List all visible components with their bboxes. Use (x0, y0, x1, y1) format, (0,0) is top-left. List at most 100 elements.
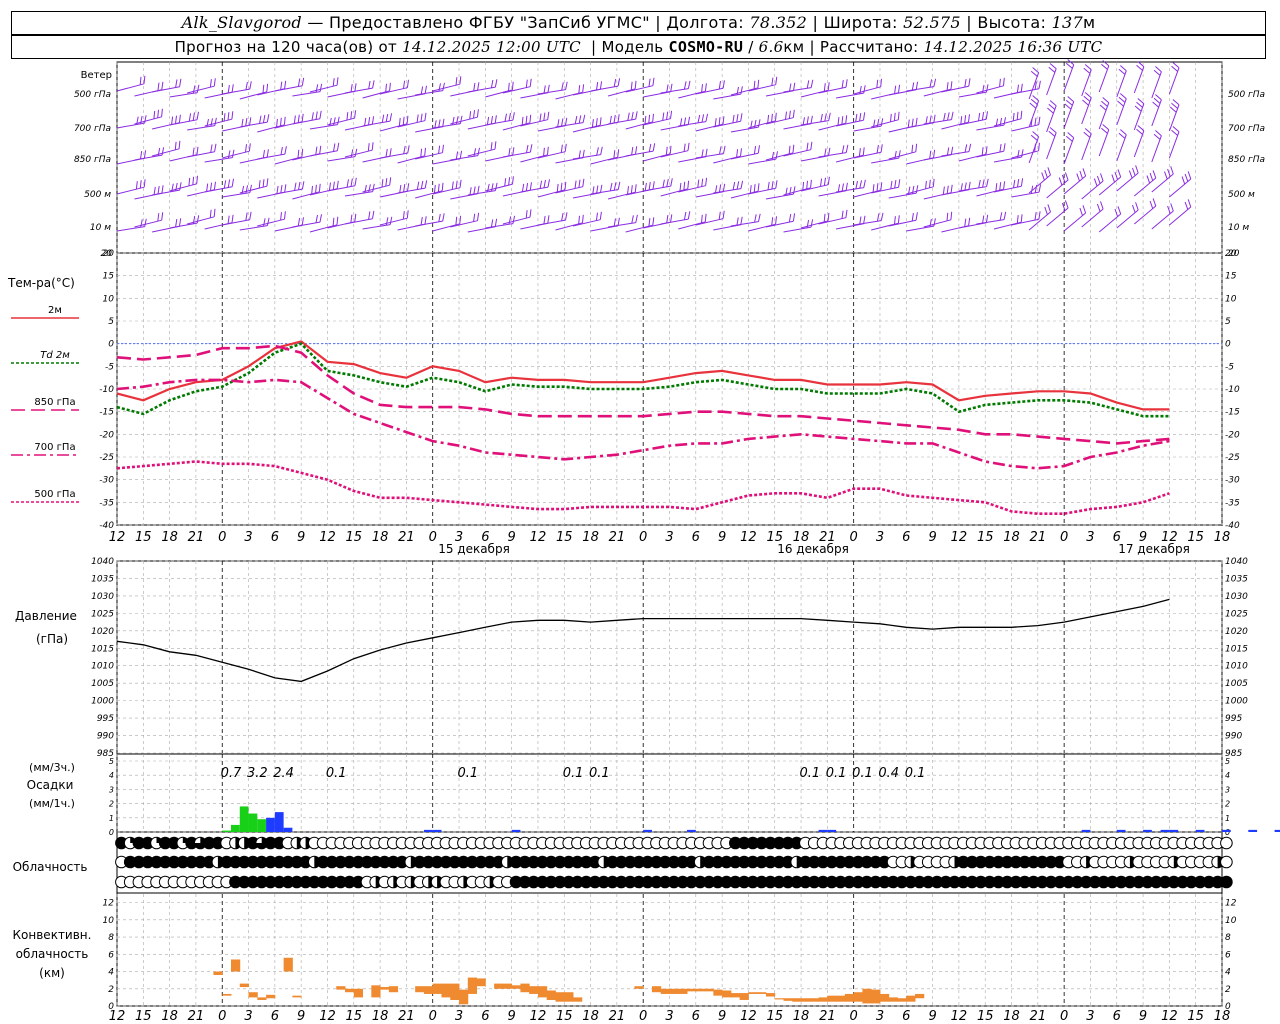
wind-barb (1133, 177, 1157, 197)
bottom-x-tick-label: 0 (639, 1009, 647, 1024)
wind-barb (274, 156, 303, 165)
wind-barb-feather (1099, 104, 1107, 111)
wind-barb-feather (438, 83, 441, 92)
pressure-tick-label-left: 1030 (91, 592, 114, 602)
wind-barb-feather (371, 116, 375, 125)
wind-barb-feather (477, 185, 480, 194)
wind-barb (151, 148, 180, 157)
wind-barb-feather (1049, 63, 1057, 70)
precip-bar-snow-small (511, 829, 521, 832)
header-line-2: Прогноз на 120 часа(ов) от 14.12.2025 12… (11, 35, 1266, 59)
wind-barb-feather (802, 117, 805, 126)
wind-barb-feather (1084, 92, 1092, 99)
gap-mask (116, 526, 1223, 561)
temp-series-t700 (116, 378, 1170, 470)
wind-barb-feather (1096, 203, 1101, 212)
wind-barb-feather (298, 181, 301, 190)
wind-barb (660, 188, 688, 197)
wind-barb-feather (192, 112, 195, 121)
wind-barb-feather (617, 181, 621, 190)
temp-x-tick-label: 21 (398, 530, 415, 545)
temp-legend-label: 500 гПа (34, 489, 75, 500)
wind-barb-feather (863, 215, 866, 224)
wind-barb (1098, 65, 1110, 93)
wind-barb-feather (389, 216, 393, 225)
wind-barb-feather (266, 114, 270, 123)
wind-barb-feather (929, 150, 932, 159)
wind-barb (1133, 103, 1145, 131)
wind-barb-feather (652, 143, 656, 152)
bottom-x-tick-label: 21 (188, 1009, 205, 1024)
wind-barb-feather (354, 110, 357, 119)
wind-barb-feather (925, 116, 928, 125)
wind-barb-feather (679, 118, 683, 127)
wind-barb-feather (315, 111, 318, 120)
wind-barb-feather (718, 184, 722, 193)
wind-barb (362, 120, 391, 127)
wind-barb (730, 87, 759, 96)
wind-barb-feather (876, 79, 879, 88)
wind-barb (748, 223, 776, 232)
wind-barb (309, 124, 338, 130)
wind-barb-feather (367, 143, 370, 152)
wind-barb-feather (827, 82, 830, 91)
wind-barb-feather (1172, 62, 1180, 69)
wind-barb-feather (434, 184, 436, 193)
wind-barb-feather (806, 80, 810, 89)
day-label: 16 декабря (777, 542, 849, 556)
pressure-tick-label-right: 1015 (1225, 644, 1248, 654)
wind-barb (537, 189, 566, 198)
wind-barb-feather (490, 142, 493, 151)
wind-barb-feather (775, 151, 778, 160)
wind-barb-feather (511, 81, 514, 90)
wind-barb-feather (757, 145, 760, 154)
wind-barb-feather (231, 111, 234, 120)
conv-cloud-bar (283, 957, 293, 972)
wind-barb (467, 190, 496, 196)
temp-x-tick-label: 12 (109, 530, 126, 545)
wind-barb-feather (473, 148, 477, 157)
wind-barb-feather (196, 84, 200, 93)
wind-barb (1063, 101, 1075, 129)
wind-barb-feather (1118, 96, 1126, 103)
conv-cloud-bar (757, 992, 767, 994)
wind-barb (1081, 133, 1092, 161)
wind-barb (327, 117, 355, 126)
wind-barb (485, 183, 513, 192)
wind-barb (660, 88, 689, 94)
wind-barb-feather (337, 116, 340, 125)
conv-cloud-bar (765, 993, 776, 997)
wind-barb (432, 83, 461, 92)
wind-barb-feather (859, 216, 862, 225)
conv-cloud-bar (634, 986, 644, 989)
wind-barb-feather (683, 117, 687, 126)
conv-cloud-bar (695, 988, 706, 992)
wind-barb-feather (473, 110, 475, 119)
temperature-tick-label-left: 15 (103, 272, 115, 282)
wind-barb (1169, 206, 1192, 226)
conv-cloud-bar (783, 998, 793, 1001)
temperature-title: Тем-ра(°С) (7, 276, 75, 290)
wind-barb-feather (890, 180, 893, 189)
wind-barb-feather (297, 218, 301, 227)
wind-barb-feather (1101, 127, 1108, 134)
wind-barb-feather (1065, 135, 1073, 142)
header: Alk_Slavgorod — Предоставлено ФГБУ "ЗапС… (11, 11, 1266, 60)
wind-barb (432, 223, 460, 232)
wind-barb (853, 151, 882, 159)
wind-barb-feather (188, 113, 192, 122)
temperature-tick-label-left: 10 (103, 294, 115, 304)
wind-barb-feather (564, 117, 568, 126)
wind-barb-feather (999, 144, 1002, 153)
wind-barb (239, 121, 268, 128)
wind-barb-feather (1038, 80, 1041, 89)
temp-x-tick-label: 9 (928, 530, 936, 545)
conv-cloud-bar (502, 983, 513, 989)
lon-value: 78.352 (749, 13, 808, 32)
wind-barb-feather (933, 218, 936, 227)
wind-barb-feather (775, 76, 778, 85)
wind-barb-feather (227, 150, 231, 159)
bottom-x-tick-label: 12 (319, 1009, 336, 1024)
conv-cloud-bar (792, 998, 802, 1002)
wind-barb (958, 153, 987, 162)
